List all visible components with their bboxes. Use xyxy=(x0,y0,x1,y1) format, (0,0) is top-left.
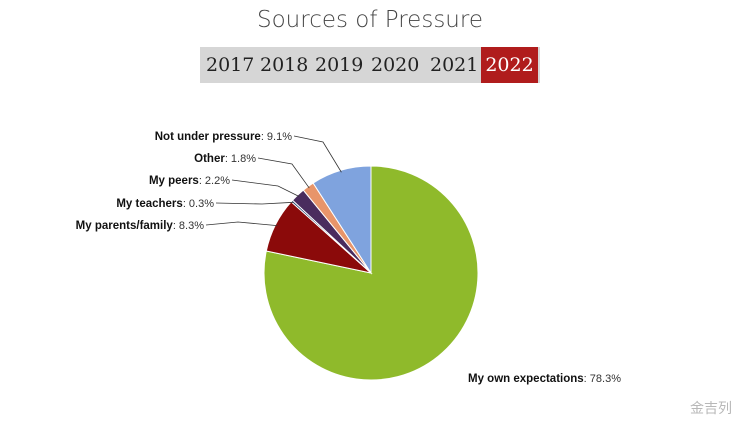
leader-line xyxy=(205,221,278,227)
year-tab-2019[interactable]: 2019 xyxy=(315,54,364,76)
year-tab-2022[interactable]: 2022 xyxy=(481,47,538,83)
year-tab-2017[interactable]: 2017 xyxy=(206,54,255,76)
chart-title: Sources of Pressure xyxy=(257,7,483,33)
watermark-logo: 金吉列 xyxy=(690,401,732,417)
slice-label: My teachers: 0.3% xyxy=(116,198,214,210)
slice-label: My peers: 2.2% xyxy=(149,175,230,187)
leader-line xyxy=(215,201,294,205)
leader-line xyxy=(231,179,300,197)
pie-slice-not-under-pressure[interactable] xyxy=(312,165,372,275)
year-tab-2020[interactable]: 2020 xyxy=(371,54,420,76)
year-tab-2018[interactable]: 2018 xyxy=(260,54,309,76)
year-tab-2021[interactable]: 2021 xyxy=(430,54,479,76)
slice-label: My own expectations: 78.3% xyxy=(468,373,621,385)
slice-label: Other: 1.8% xyxy=(194,153,256,165)
leader-line xyxy=(293,135,342,173)
slice-label: Not under pressure: 9.1% xyxy=(155,131,292,143)
leader-line xyxy=(257,157,310,189)
slice-label: My parents/family: 8.3% xyxy=(76,220,205,232)
year-selector: 2017 2018 2019 2020 2021 2022 xyxy=(200,47,540,83)
